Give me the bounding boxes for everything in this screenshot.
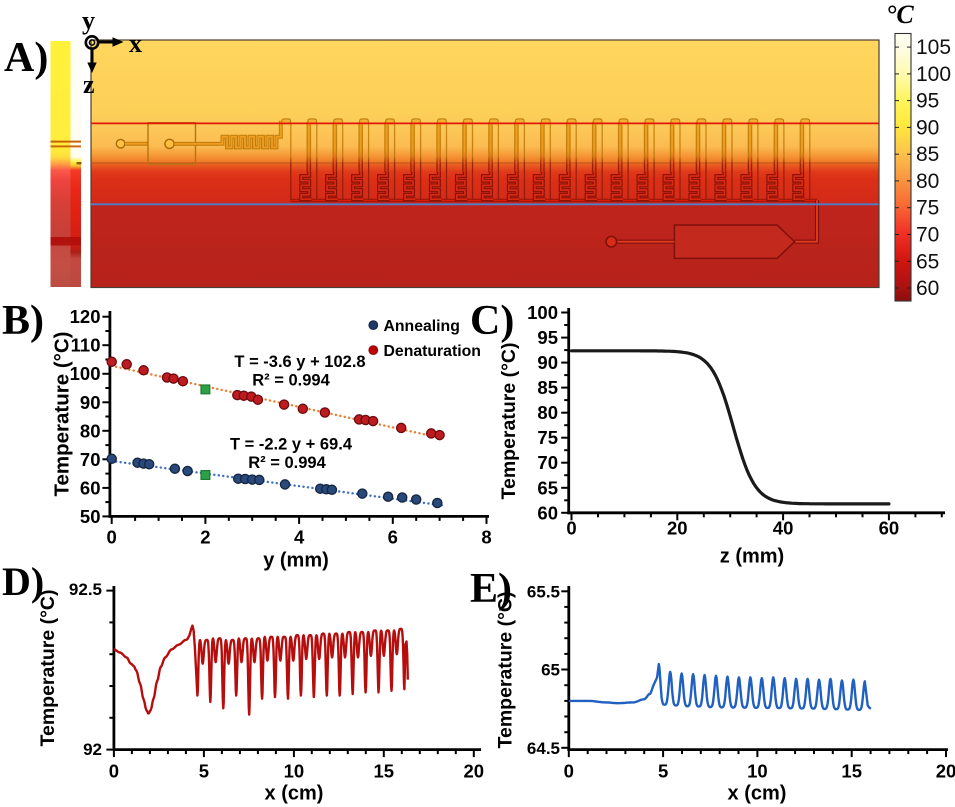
svg-text:20: 20 [936,761,955,782]
svg-text:65: 65 [537,477,558,498]
svg-text:x: x [129,29,142,58]
svg-text:95: 95 [916,90,939,113]
svg-text:70: 70 [537,452,558,473]
svg-text:0: 0 [564,761,574,782]
svg-text:20: 20 [464,761,485,782]
svg-text:92: 92 [83,740,102,759]
svg-text:90: 90 [80,392,101,413]
svg-text:0: 0 [107,527,117,548]
svg-text:120: 120 [70,306,101,327]
svg-text:85: 85 [537,377,558,398]
svg-text:10: 10 [284,761,305,782]
svg-text:Temperature (°C): Temperature (°C) [495,592,517,749]
svg-text:6: 6 [388,527,398,548]
svg-text:100: 100 [527,302,558,323]
svg-text:T = -3.6 y + 102.8: T = -3.6 y + 102.8 [234,353,365,371]
svg-text:z: z [83,70,95,99]
svg-text:x (cm): x (cm) [728,783,787,805]
svg-text:Denaturation: Denaturation [384,343,481,360]
svg-text:100: 100 [70,363,101,384]
svg-text:15: 15 [374,761,395,782]
svg-text:R² = 0.994: R² = 0.994 [248,454,326,472]
svg-text:64.5: 64.5 [527,739,560,758]
svg-text:A): A) [4,35,48,81]
svg-text:75: 75 [916,197,939,220]
svg-text:0: 0 [566,518,576,539]
svg-text:C): C) [470,298,514,344]
svg-text:65: 65 [541,661,560,680]
svg-text:z (mm): z (mm) [720,546,784,568]
svg-text:70: 70 [80,449,101,470]
svg-text:90: 90 [916,116,939,139]
svg-text:60: 60 [879,518,900,539]
svg-text:40: 40 [773,518,794,539]
svg-text:4: 4 [294,527,305,548]
svg-text:8: 8 [481,527,491,548]
svg-text:20: 20 [667,518,688,539]
svg-text:R² = 0.994: R² = 0.994 [252,372,330,390]
svg-text:65: 65 [916,250,939,273]
svg-text:85: 85 [916,143,939,166]
svg-text:80: 80 [80,420,101,441]
svg-text:60: 60 [80,477,101,498]
svg-text:x (cm): x (cm) [265,783,324,805]
svg-text:Temperature (°C): Temperature (°C) [498,343,520,500]
svg-text:E): E) [470,566,512,612]
svg-text:0: 0 [109,761,119,782]
svg-text:95: 95 [537,327,558,348]
svg-text:105: 105 [916,36,951,59]
svg-text:T = -2.2 y + 69.4: T = -2.2 y + 69.4 [230,436,353,454]
svg-text:y: y [82,6,95,35]
svg-text:Temperature (°C): Temperature (°C) [51,331,74,496]
svg-text:5: 5 [199,761,209,782]
svg-text:80: 80 [916,170,939,193]
svg-text:Temperature (°C): Temperature (°C) [37,590,59,747]
svg-text:60: 60 [537,502,558,523]
svg-text:50: 50 [80,506,101,527]
svg-text:B): B) [2,298,44,344]
svg-text:2: 2 [200,527,210,548]
svg-text:75: 75 [537,427,558,448]
svg-text:5: 5 [658,761,668,782]
svg-text:y (mm): y (mm) [263,550,329,572]
svg-text:65.5: 65.5 [527,582,560,601]
svg-text:Annealing: Annealing [384,318,460,335]
svg-text:90: 90 [537,352,558,373]
svg-text:D): D) [2,559,44,604]
svg-text:10: 10 [747,761,768,782]
svg-text:80: 80 [537,402,558,423]
svg-text:60: 60 [916,277,939,300]
svg-text:92.5: 92.5 [69,580,102,599]
svg-text:°C: °C [886,0,914,29]
svg-text:100: 100 [916,63,951,86]
svg-text:15: 15 [841,761,862,782]
svg-text:70: 70 [916,224,939,247]
svg-text:110: 110 [71,335,101,356]
